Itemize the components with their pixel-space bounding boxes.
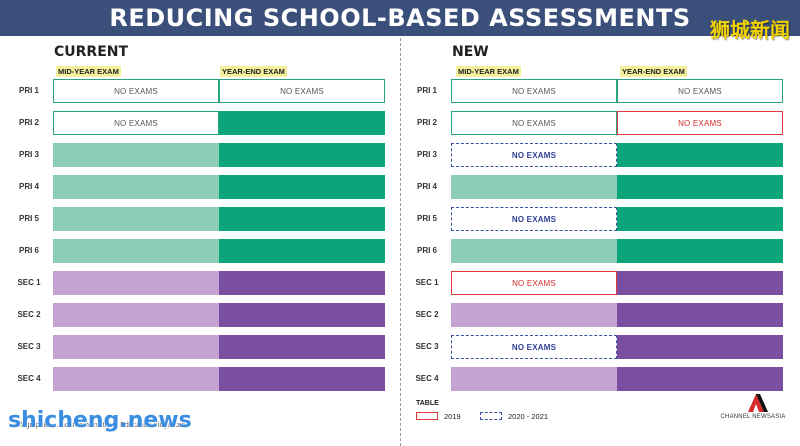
- no-exams-text: NO EXAMS: [512, 278, 556, 288]
- current-sec3-year-cell: [219, 335, 385, 359]
- no-exams-text: NO EXAMS: [114, 118, 158, 128]
- current-pri6-mid-cell: [53, 239, 219, 263]
- current-mid-year-label: MID-YEAR EXAM: [56, 66, 121, 77]
- current-pri3-mid-cell: [53, 143, 219, 167]
- row-label: PRI 2: [416, 118, 437, 127]
- current-pri1-mid-cell: NO EXAMS: [53, 79, 219, 103]
- current-sec3-mid-cell: [53, 335, 219, 359]
- row-label: PRI 6: [18, 246, 39, 255]
- new-pri5-mid-cell: NO EXAMS: [451, 207, 617, 231]
- new-sec1-mid-cell: NO EXAMS: [451, 271, 617, 295]
- legend-swatch-2019: [416, 412, 438, 420]
- new-pri4-mid-cell: [451, 175, 617, 199]
- current-pri2-mid-cell: NO EXAMS: [53, 111, 219, 135]
- row-label: PRI 1: [416, 86, 437, 95]
- row-label: SEC 4: [17, 374, 41, 383]
- row-label: PRI 3: [416, 150, 437, 159]
- row-label: SEC 2: [17, 310, 41, 319]
- row-label: PRI 4: [416, 182, 437, 191]
- row-label: PRI 5: [18, 214, 39, 223]
- page-title: REDUCING SCHOOL-BASED ASSESSMENTS: [109, 4, 691, 32]
- current-pri5-year-cell: [219, 207, 385, 231]
- no-exams-text: NO EXAMS: [280, 86, 324, 96]
- current-pri2-year-cell: [219, 111, 385, 135]
- center-divider: [400, 38, 401, 446]
- new-pri6-mid-cell: [451, 239, 617, 263]
- header-banner: REDUCING SCHOOL-BASED ASSESSMENTS: [0, 0, 800, 36]
- row-label: SEC 3: [17, 342, 41, 351]
- new-heading: NEW: [452, 44, 489, 60]
- cna-logo-text: CHANNEL NEWSASIA: [720, 414, 786, 420]
- row-label: SEC 1: [17, 278, 41, 287]
- row-label: PRI 6: [416, 246, 437, 255]
- current-pri3-year-cell: [219, 143, 385, 167]
- new-pri2-mid-cell: NO EXAMS: [451, 111, 617, 135]
- source-note: Infographic: ... Source: Ministry of Edu…: [14, 422, 186, 429]
- current-pri6-year-cell: [219, 239, 385, 263]
- legend-label-2020-2021: 2020 - 2021: [508, 412, 549, 421]
- legend-swatch-2020-2021: [480, 412, 502, 420]
- current-pri1-year-cell: NO EXAMS: [219, 79, 385, 103]
- new-sec3-year-cell: [617, 335, 783, 359]
- no-exams-text: NO EXAMS: [512, 86, 556, 96]
- no-exams-text: NO EXAMS: [511, 214, 557, 224]
- row-label: SEC 2: [415, 310, 439, 319]
- new-pri3-year-cell: [617, 143, 783, 167]
- new-sec1-year-cell: [617, 271, 783, 295]
- new-sec2-mid-cell: [451, 303, 617, 327]
- legend-title: TABLE: [416, 400, 439, 407]
- row-label: SEC 1: [415, 278, 439, 287]
- no-exams-text: NO EXAMS: [678, 86, 722, 96]
- no-exams-text: NO EXAMS: [114, 86, 158, 96]
- new-sec4-year-cell: [617, 367, 783, 391]
- cna-logo-icon: [748, 394, 768, 412]
- no-exams-text: NO EXAMS: [678, 118, 722, 128]
- watermark-site: shicheng.news: [8, 408, 192, 433]
- legend-label-2019: 2019: [444, 412, 461, 421]
- new-pri1-mid-cell: NO EXAMS: [451, 79, 617, 103]
- new-pri3-mid-cell: NO EXAMS: [451, 143, 617, 167]
- current-pri4-year-cell: [219, 175, 385, 199]
- current-pri5-mid-cell: [53, 207, 219, 231]
- new-panel: NEW MID-YEAR EXAM YEAR-END EXAM PRI 1 PR…: [400, 36, 800, 446]
- new-pri4-year-cell: [617, 175, 783, 199]
- current-panel: CURRENT MID-YEAR EXAM YEAR-END EXAM PRI …: [0, 36, 400, 446]
- current-heading: CURRENT: [54, 44, 129, 60]
- row-label: SEC 4: [415, 374, 439, 383]
- no-exams-text: NO EXAMS: [511, 342, 557, 352]
- new-pri2-year-cell: NO EXAMS: [617, 111, 783, 135]
- new-year-end-label: YEAR-END EXAM: [620, 66, 687, 77]
- no-exams-text: NO EXAMS: [511, 150, 557, 160]
- row-label: PRI 1: [18, 86, 39, 95]
- current-sec2-year-cell: [219, 303, 385, 327]
- row-label: PRI 2: [18, 118, 39, 127]
- current-year-end-label: YEAR-END EXAM: [220, 66, 287, 77]
- current-pri4-mid-cell: [53, 175, 219, 199]
- current-sec1-year-cell: [219, 271, 385, 295]
- watermark-chinese: 狮城新闻: [710, 18, 790, 42]
- current-sec4-year-cell: [219, 367, 385, 391]
- new-pri1-year-cell: NO EXAMS: [617, 79, 783, 103]
- row-label: PRI 5: [416, 214, 437, 223]
- current-sec1-mid-cell: [53, 271, 219, 295]
- new-sec3-mid-cell: NO EXAMS: [451, 335, 617, 359]
- current-sec2-mid-cell: [53, 303, 219, 327]
- row-label: PRI 4: [18, 182, 39, 191]
- new-pri6-year-cell: [617, 239, 783, 263]
- new-sec2-year-cell: [617, 303, 783, 327]
- no-exams-text: NO EXAMS: [512, 118, 556, 128]
- new-mid-year-label: MID-YEAR EXAM: [456, 66, 521, 77]
- row-label: PRI 3: [18, 150, 39, 159]
- new-pri5-year-cell: [617, 207, 783, 231]
- row-label: SEC 3: [415, 342, 439, 351]
- new-sec4-mid-cell: [451, 367, 617, 391]
- current-sec4-mid-cell: [53, 367, 219, 391]
